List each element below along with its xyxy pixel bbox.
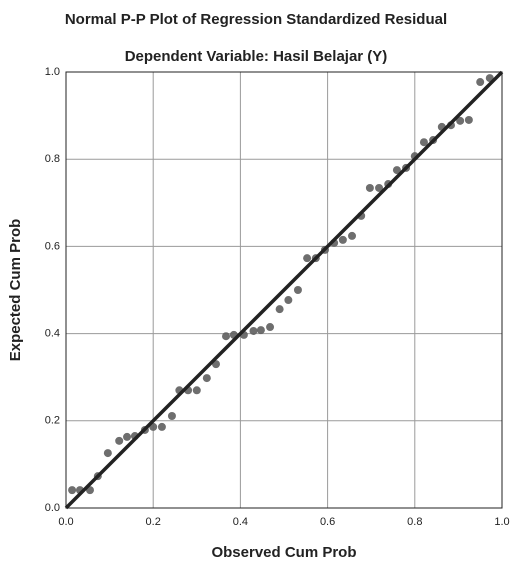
data-point xyxy=(365,183,374,192)
y-tick-label: 0.4 xyxy=(45,328,60,340)
x-tick-label: 0.4 xyxy=(233,516,248,528)
data-point xyxy=(419,138,428,147)
x-tick-label: 0.8 xyxy=(407,516,422,528)
x-tick-label: 0.2 xyxy=(146,516,161,528)
y-tick-label: 0.6 xyxy=(45,240,60,252)
data-point xyxy=(266,323,275,332)
y-tick-label: 0.0 xyxy=(45,502,60,514)
data-point xyxy=(338,235,347,244)
reference-line xyxy=(64,70,504,510)
data-point xyxy=(222,332,231,341)
data-point xyxy=(464,115,473,124)
data-point xyxy=(392,166,401,175)
x-axis-label: Observed Cum Prob xyxy=(211,544,356,561)
x-tick-label: 0.6 xyxy=(320,516,335,528)
data-point xyxy=(123,432,132,441)
y-tick-label: 0.8 xyxy=(45,153,60,165)
data-point xyxy=(293,286,302,294)
data-point xyxy=(348,231,357,240)
data-point xyxy=(284,296,293,305)
data-point xyxy=(303,254,312,263)
data-point xyxy=(256,326,265,335)
y-tick-label: 1.0 xyxy=(45,66,60,78)
chart-subtitle: Dependent Variable: Hasil Belajar (Y) xyxy=(125,48,388,65)
data-point xyxy=(476,78,485,87)
data-point xyxy=(202,374,211,383)
y-tick-label: 0.2 xyxy=(45,415,60,427)
data-point xyxy=(249,326,258,335)
data-point xyxy=(157,422,166,431)
x-tick-label: 0.0 xyxy=(58,516,73,528)
plot-frame xyxy=(65,71,503,509)
data-point xyxy=(375,183,384,192)
y-axis-label: Expected Cum Prob xyxy=(7,219,24,362)
x-tick-label: 1.0 xyxy=(494,516,509,528)
data-point xyxy=(192,386,201,395)
chart-title: Normal P-P Plot of Regression Standardiz… xyxy=(65,11,447,28)
data-point xyxy=(275,305,284,314)
data-point xyxy=(167,412,176,421)
data-point xyxy=(103,449,112,458)
data-point xyxy=(456,116,465,125)
data-point xyxy=(115,436,124,445)
data-point xyxy=(68,486,77,495)
